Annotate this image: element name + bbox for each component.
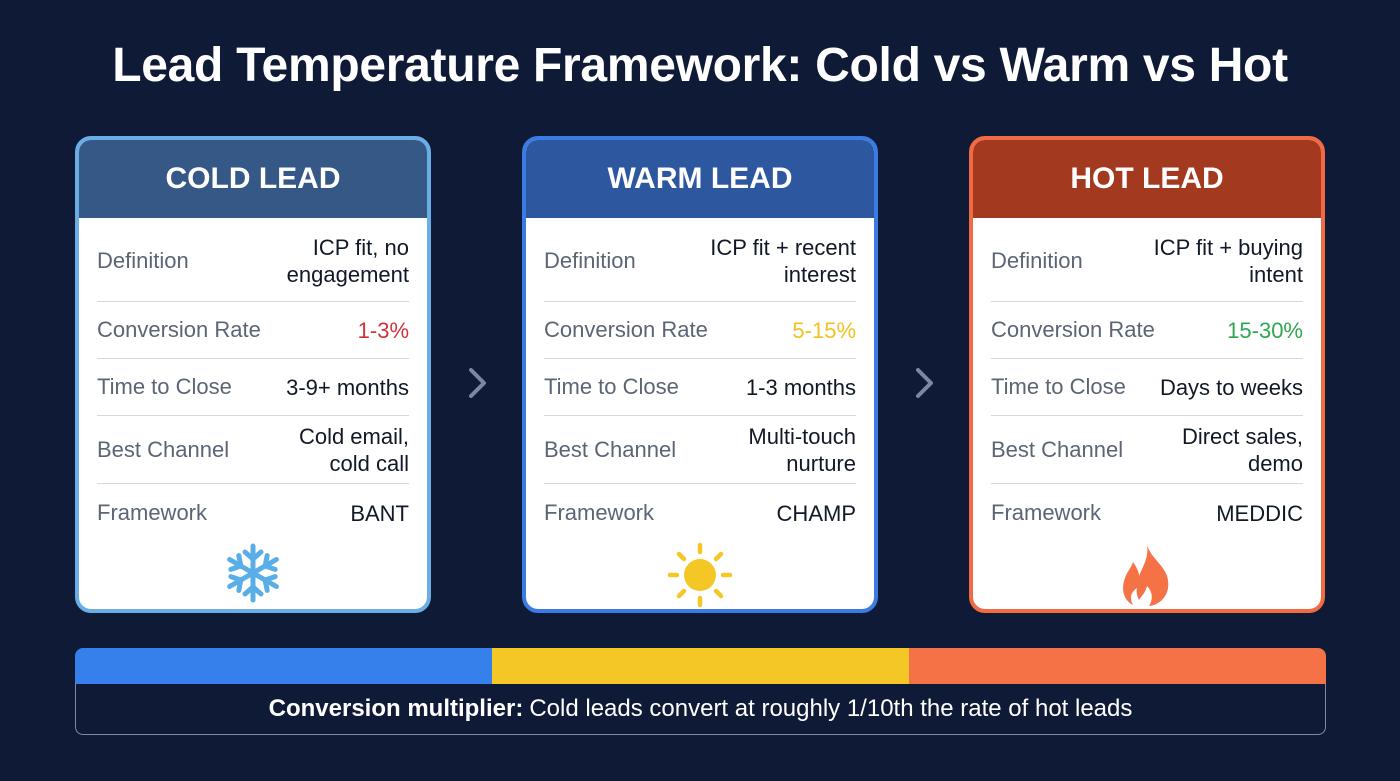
- snowflake-icon: [227, 543, 279, 603]
- row-best-channel: Best Channel Direct sales, demo: [991, 416, 1303, 484]
- conversion-rate-value: 15-30%: [1227, 317, 1303, 343]
- row-definition: Definition ICP fit + buying intent: [991, 220, 1303, 302]
- row-framework: Framework CHAMP: [544, 484, 856, 542]
- bar-segment-cold: [75, 648, 492, 684]
- row-label: Framework: [544, 500, 655, 525]
- row-label: Time to Close: [991, 374, 1126, 399]
- bar-segment-warm: [492, 648, 909, 684]
- card-header: WARM LEAD: [526, 140, 874, 218]
- row-label: Conversion Rate: [97, 317, 261, 342]
- row-framework: Framework BANT: [97, 484, 409, 542]
- card-title: COLD LEAD: [165, 162, 341, 195]
- row-definition: Definition ICP fit + recent interest: [544, 220, 856, 302]
- card-header: HOT LEAD: [973, 140, 1321, 218]
- card-cold-lead: COLD LEAD Definition ICP fit, no engageme…: [75, 136, 431, 613]
- conversion-multiplier-note: Conversion multiplier: Cold leads conver…: [75, 683, 1326, 735]
- row-time-to-close: Time to Close 1-3 months: [544, 359, 856, 416]
- row-label: Best Channel: [97, 436, 230, 462]
- footer-label: Conversion multiplier:: [268, 694, 524, 722]
- card-header: COLD LEAD: [79, 140, 427, 218]
- row-label: Framework: [991, 500, 1102, 525]
- row-value: 3-9+ months: [286, 374, 409, 400]
- row-value: BANT: [350, 500, 409, 526]
- conversion-rate-value: 5-15%: [792, 317, 856, 343]
- row-value: Cold email, cold call: [298, 423, 409, 476]
- chevron-right-icon: [916, 368, 933, 398]
- row-best-channel: Best Channel Cold email, cold call: [97, 416, 409, 484]
- row-value: ICP fit + recent interest: [710, 234, 856, 287]
- row-label: Best Channel: [544, 436, 677, 462]
- sun-icon: [667, 542, 733, 608]
- row-value: 1-3 months: [745, 374, 856, 400]
- row-label: Definition: [991, 247, 1083, 273]
- card-hot-lead: HOT LEAD Definition ICP fit + buying inte…: [969, 136, 1325, 613]
- row-label: Definition: [97, 247, 189, 273]
- row-value: Direct sales, demo: [1181, 423, 1303, 476]
- row-best-channel: Best Channel Multi-touch nurture: [544, 416, 856, 484]
- card-title: HOT LEAD: [1070, 162, 1224, 195]
- row-label: Conversion Rate: [544, 317, 708, 342]
- chevron-right-icon: [469, 368, 486, 398]
- row-label: Definition: [544, 247, 636, 273]
- row-value: Multi-touch nurture: [748, 423, 856, 476]
- bar-segment-hot: [909, 648, 1326, 684]
- row-conversion-rate: Conversion Rate 15-30%: [991, 302, 1303, 359]
- row-framework: Framework MEDDIC: [991, 484, 1303, 542]
- row-time-to-close: Time to Close Days to weeks: [991, 359, 1303, 416]
- page-title: Lead Temperature Framework: Cold vs Warm…: [112, 39, 1288, 92]
- row-label: Time to Close: [97, 374, 232, 399]
- row-value: Days to weeks: [1159, 374, 1303, 400]
- row-conversion-rate: Conversion Rate 5-15%: [544, 302, 856, 359]
- flame-icon: [1123, 544, 1169, 606]
- row-conversion-rate: Conversion Rate 1-3%: [97, 302, 409, 359]
- card-title: WARM LEAD: [607, 162, 793, 195]
- row-time-to-close: Time to Close 3-9+ months: [97, 359, 409, 416]
- row-value: CHAMP: [776, 500, 856, 526]
- row-label: Framework: [97, 500, 208, 525]
- card-warm-lead: WARM LEAD Definition ICP fit + recent int…: [522, 136, 878, 613]
- temperature-gradient-bar: [75, 648, 1326, 684]
- row-definition: Definition ICP fit, no engagement: [97, 220, 409, 302]
- row-label: Best Channel: [991, 436, 1124, 462]
- footer-text: Cold leads convert at roughly 1/10th the…: [529, 694, 1133, 722]
- row-label: Conversion Rate: [991, 317, 1155, 342]
- row-value: ICP fit + buying intent: [1153, 234, 1303, 287]
- row-value: ICP fit, no engagement: [286, 234, 409, 287]
- row-label: Time to Close: [544, 374, 679, 399]
- row-value: MEDDIC: [1216, 500, 1303, 526]
- conversion-rate-value: 1-3%: [357, 317, 409, 343]
